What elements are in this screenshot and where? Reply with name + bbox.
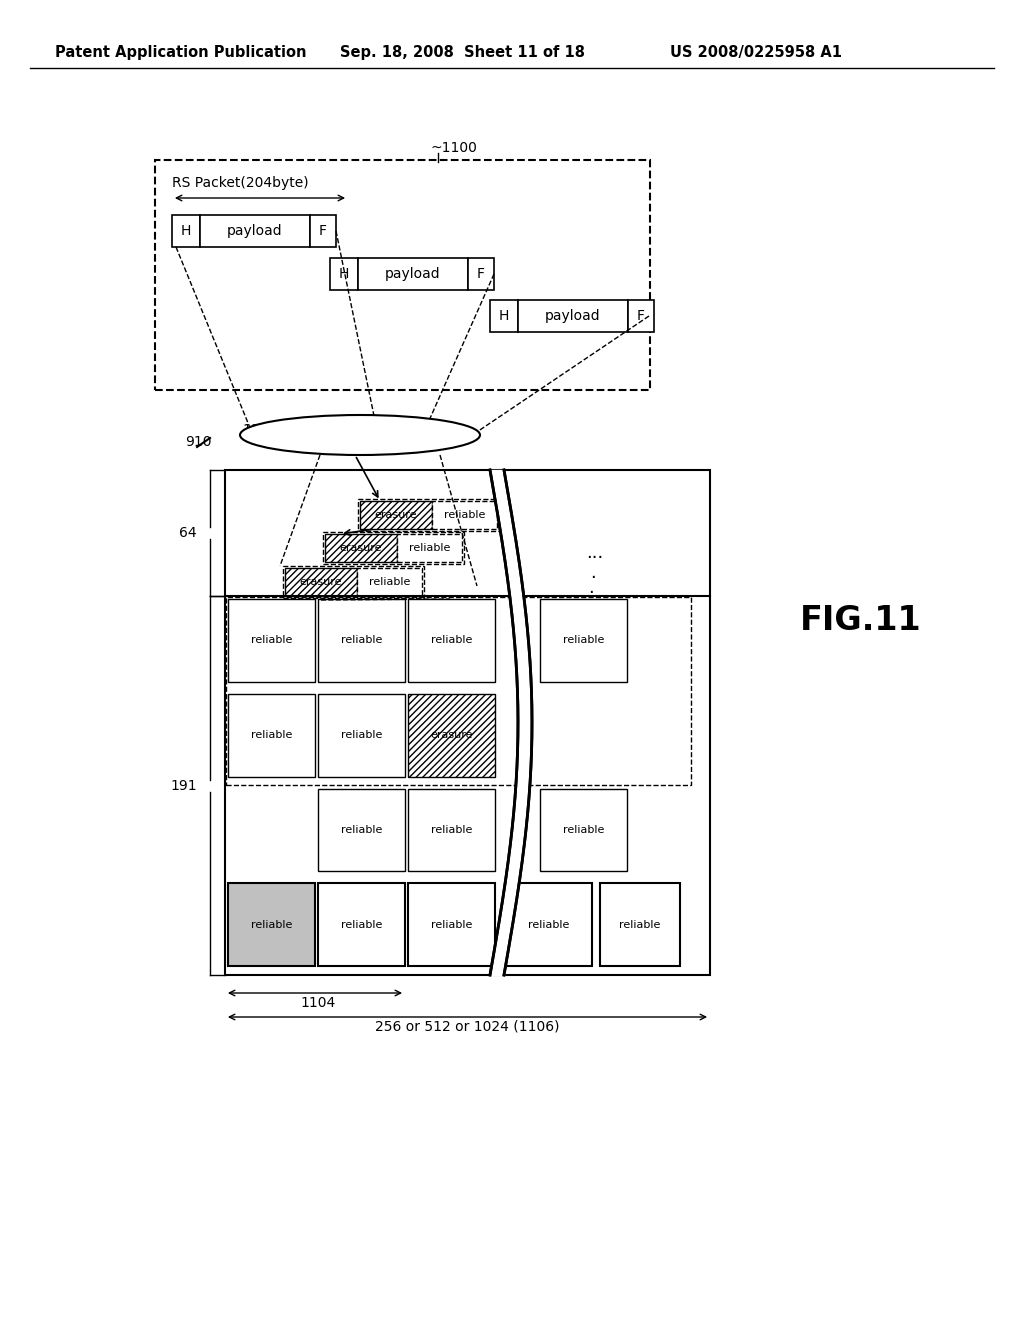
Text: Sep. 18, 2008  Sheet 11 of 18: Sep. 18, 2008 Sheet 11 of 18	[340, 45, 585, 59]
Text: H: H	[339, 267, 349, 281]
Text: reliable: reliable	[563, 825, 604, 834]
Bar	[408, 694, 495, 776]
Text: erasure: erasure	[340, 543, 382, 553]
Text: reliable: reliable	[341, 920, 382, 929]
Text: 1102: 1102	[242, 422, 278, 437]
Bar	[360, 502, 432, 529]
Bar	[285, 568, 357, 597]
Text: reliable: reliable	[409, 543, 451, 553]
Text: reliable: reliable	[341, 635, 382, 645]
Bar	[318, 694, 406, 776]
Text: reliable: reliable	[443, 510, 485, 520]
Text: Patent Application Publication: Patent Application Publication	[55, 45, 306, 59]
Bar	[397, 535, 462, 562]
Bar	[225, 470, 710, 975]
Text: reliable: reliable	[431, 635, 472, 645]
Bar	[318, 883, 406, 966]
Text: 1104: 1104	[300, 997, 335, 1010]
Text: reliable: reliable	[431, 825, 472, 834]
Text: reliable: reliable	[341, 825, 382, 834]
Bar	[490, 300, 518, 333]
Bar	[408, 694, 495, 776]
Bar	[358, 499, 499, 531]
Text: ...: ...	[587, 544, 603, 562]
Bar	[200, 215, 310, 247]
Bar	[408, 883, 495, 966]
Text: erasure: erasure	[300, 577, 342, 587]
Bar	[228, 694, 315, 776]
Text: reliable: reliable	[341, 730, 382, 741]
Text: F: F	[477, 267, 485, 281]
Text: 256 or 512 or 1024 (1106): 256 or 512 or 1024 (1106)	[375, 1020, 560, 1034]
Text: payload: payload	[545, 309, 601, 323]
Text: FIG.11: FIG.11	[800, 603, 922, 636]
Bar	[226, 597, 691, 784]
Bar	[172, 215, 200, 247]
Bar	[468, 257, 494, 290]
Bar	[283, 566, 424, 598]
Ellipse shape	[240, 414, 480, 455]
Text: 64: 64	[179, 525, 197, 540]
Text: H: H	[181, 224, 191, 238]
Bar	[432, 502, 497, 529]
Bar	[228, 883, 315, 966]
Bar	[360, 502, 432, 529]
Text: reliable: reliable	[251, 920, 292, 929]
Text: payload: payload	[227, 224, 283, 238]
Text: RS Packet(204byte): RS Packet(204byte)	[172, 176, 308, 190]
Text: .: .	[590, 564, 596, 582]
Text: reliable: reliable	[251, 730, 292, 741]
Bar	[330, 257, 358, 290]
Bar	[505, 883, 592, 966]
Bar	[285, 568, 357, 597]
Text: payload: payload	[385, 267, 440, 281]
Bar	[357, 568, 422, 597]
Bar	[540, 599, 627, 681]
Text: erasure: erasure	[375, 510, 417, 520]
Bar	[628, 300, 654, 333]
Bar	[325, 535, 397, 562]
Bar	[325, 535, 397, 562]
Bar	[310, 215, 336, 247]
Text: ~1100: ~1100	[430, 141, 477, 154]
Text: 191: 191	[170, 779, 197, 792]
Bar	[155, 160, 650, 389]
Text: F: F	[637, 309, 645, 323]
Bar	[358, 257, 468, 290]
Bar	[408, 788, 495, 871]
Text: reliable: reliable	[527, 920, 569, 929]
Bar	[540, 788, 627, 871]
Text: reliable: reliable	[431, 920, 472, 929]
Text: H: H	[499, 309, 509, 323]
Bar	[318, 599, 406, 681]
Bar	[518, 300, 628, 333]
Bar	[408, 599, 495, 681]
Text: erasure: erasure	[430, 730, 473, 741]
Text: US 2008/0225958 A1: US 2008/0225958 A1	[670, 45, 842, 59]
Bar	[323, 532, 464, 564]
Text: 910: 910	[185, 436, 212, 449]
Bar	[228, 599, 315, 681]
Text: reliable: reliable	[620, 920, 660, 929]
Text: reliable: reliable	[251, 635, 292, 645]
Text: reliable: reliable	[369, 577, 411, 587]
Bar	[318, 788, 406, 871]
Bar	[600, 883, 680, 966]
Text: F: F	[319, 224, 327, 238]
Text: .: .	[588, 579, 594, 597]
Text: reliable: reliable	[563, 635, 604, 645]
Bar	[408, 694, 495, 776]
